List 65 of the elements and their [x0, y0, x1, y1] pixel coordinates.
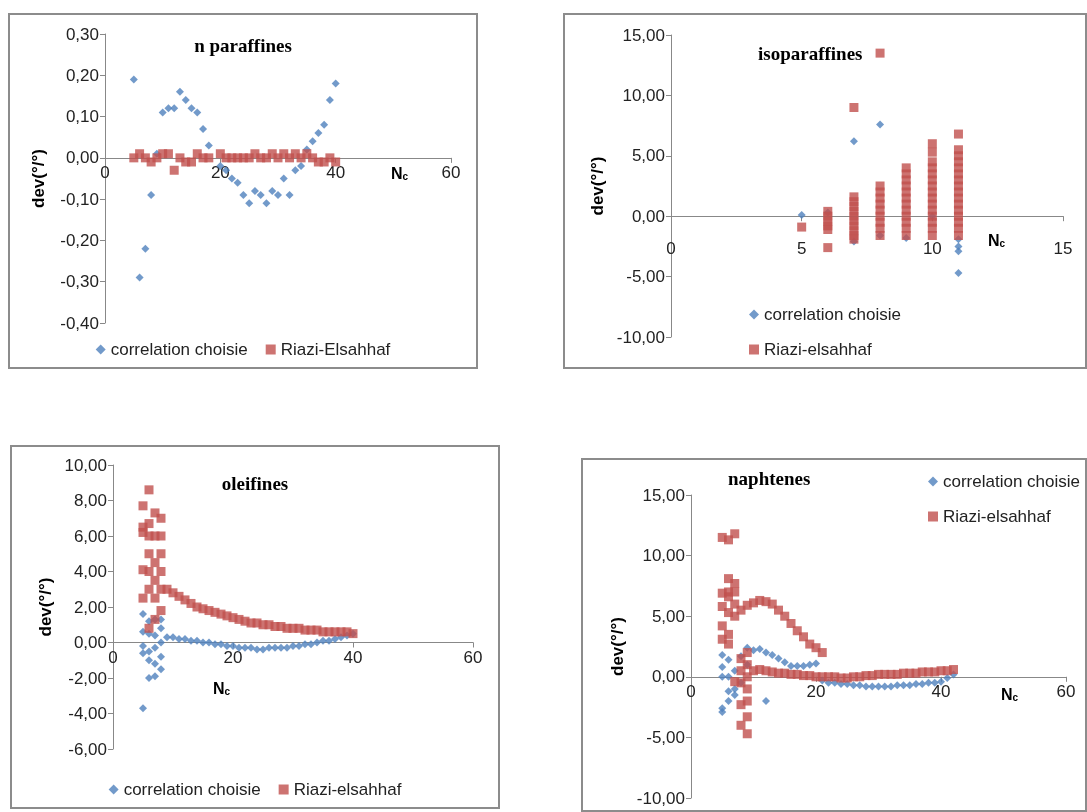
- x-tick-label: 20: [806, 681, 826, 701]
- legend-label: correlation choisie: [942, 472, 1080, 491]
- y-tick-label: 0,00: [631, 206, 665, 226]
- x-axis-title: Nc: [988, 231, 1006, 249]
- x-tick-label: 10: [922, 239, 942, 259]
- legend-label: Riazi-elsahhaf: [942, 507, 1051, 526]
- x-tick-label: 20: [210, 162, 230, 182]
- legend-label: correlation choisie: [110, 340, 248, 359]
- y-tick-label: -0,10: [60, 189, 99, 209]
- y-axis-title: dev(°/°): [35, 577, 55, 637]
- y-tick-label: -0,30: [60, 272, 99, 292]
- x-tick-label: 20: [223, 647, 243, 667]
- y-tick-label: 5,00: [651, 606, 685, 626]
- x-tick-label: 40: [326, 162, 346, 182]
- y-tick-label: -2,00: [68, 668, 107, 688]
- y-tick-label: -5,00: [646, 727, 685, 747]
- y-tick-label: -0,40: [60, 313, 99, 333]
- chart-title: isoparaffines: [758, 43, 863, 64]
- y-tick-label: 0,00: [651, 667, 685, 687]
- y-axis-title: dev(°/°): [587, 156, 607, 216]
- y-axis-title: dev(°/°): [29, 149, 48, 208]
- chart-title: naphtenes: [728, 468, 811, 489]
- y-tick-label: -4,00: [68, 704, 107, 723]
- y-tick-label: 0,20: [65, 65, 99, 85]
- x-tick-label: 15: [1053, 239, 1073, 259]
- y-tick-label: 15,00: [622, 25, 665, 45]
- legend-label: Riazi-Elsahhaf: [280, 340, 391, 359]
- y-tick-label: 0,00: [73, 633, 107, 652]
- x-tick-label: 40: [931, 681, 951, 701]
- y-tick-label: 10,00: [622, 85, 665, 105]
- y-tick-label: 0,10: [65, 107, 99, 127]
- legend-label: Riazi-elsahhaf: [763, 340, 872, 359]
- y-tick-label: 5,00: [631, 146, 665, 166]
- x-axis-title: Nc: [1001, 686, 1019, 704]
- legend-label: Riazi-elsahhaf: [293, 780, 402, 799]
- x-tick-label: 0: [108, 647, 118, 667]
- y-tick-label: 10,00: [64, 455, 107, 475]
- x-tick-label: 40: [343, 647, 363, 667]
- x-tick-label: 0: [686, 681, 696, 701]
- x-tick-label: 0: [100, 162, 110, 182]
- y-tick-label: 4,00: [73, 562, 107, 581]
- legend-label: correlation choisie: [763, 305, 902, 324]
- y-tick-label: 8,00: [73, 491, 107, 510]
- x-tick-label: 60: [463, 647, 483, 667]
- y-tick-label: -0,20: [60, 230, 99, 250]
- x-axis-title: Nc: [213, 680, 231, 697]
- y-axis-title: dev(°/°): [607, 617, 627, 676]
- y-tick-label: -6,00: [68, 739, 107, 759]
- y-tick-label: 2,00: [73, 597, 107, 617]
- x-tick-label: 60: [1056, 681, 1076, 701]
- y-tick-label: -10,00: [616, 327, 665, 347]
- y-tick-label: 6,00: [73, 526, 107, 546]
- y-tick-label: -5,00: [626, 267, 665, 287]
- chart-title: oleifines: [221, 473, 289, 494]
- x-tick-label: 5: [796, 239, 807, 259]
- y-tick-label: -10,00: [636, 788, 685, 808]
- y-tick-label: 15,00: [642, 485, 685, 505]
- x-axis-title: Nc: [391, 165, 409, 183]
- legend-label: correlation choisie: [123, 780, 261, 799]
- x-tick-label: 60: [441, 162, 461, 182]
- y-tick-label: 0,30: [65, 24, 99, 44]
- y-tick-label: 10,00: [642, 546, 685, 566]
- y-tick-label: 0,00: [65, 148, 99, 168]
- chart-title: n paraffines: [194, 35, 292, 56]
- x-tick-label: 0: [666, 239, 676, 259]
